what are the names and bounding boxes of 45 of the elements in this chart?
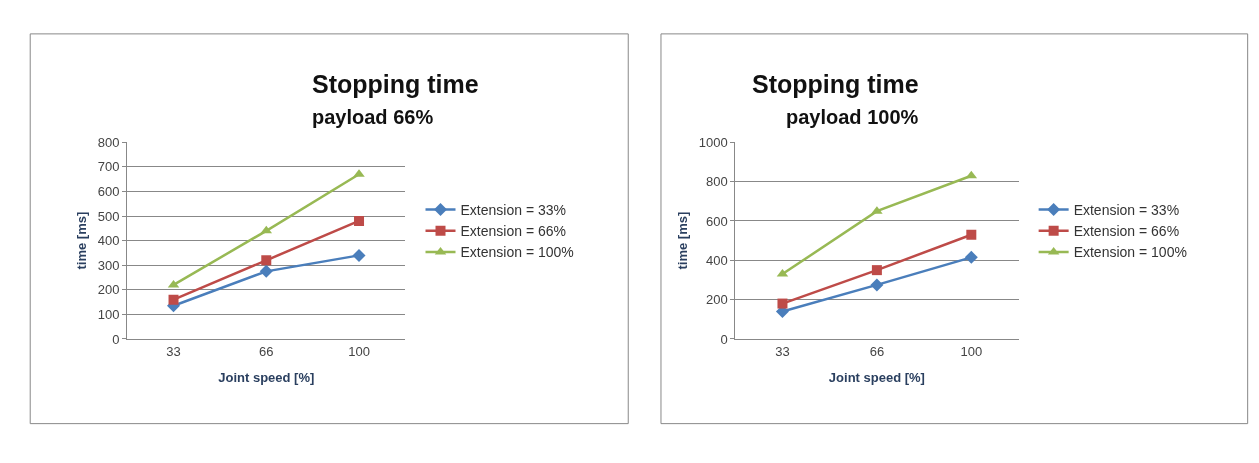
- y-tick-label: 200: [97, 282, 120, 298]
- y-tick-label: 800: [97, 134, 120, 150]
- x-tick-label: 100: [960, 343, 983, 359]
- point: [352, 248, 366, 262]
- chart-title: Stopping time: [312, 70, 479, 98]
- x-tick-label: 100: [348, 343, 370, 359]
- x-axis-title: Joint speed [%]: [218, 370, 315, 386]
- x-tick-label: 66: [869, 343, 885, 359]
- legend-label: Extension = 33%: [460, 202, 566, 219]
- point: [870, 278, 884, 292]
- y-tick-label: 400: [705, 252, 728, 268]
- legend-label: Extension = 66%: [1073, 223, 1180, 240]
- chart-subtitle: payload 66%: [312, 106, 434, 128]
- y-tick-label: 300: [97, 257, 120, 273]
- y-tick-label: 1000: [698, 134, 728, 150]
- y-tick-label: 800: [705, 174, 728, 190]
- x-tick-label: 66: [259, 343, 274, 359]
- y-tick-label: 700: [97, 159, 120, 175]
- legend-label: Extension = 33%: [1073, 202, 1180, 219]
- y-tick-label: 400: [97, 233, 120, 249]
- point: [966, 229, 977, 240]
- point: [259, 264, 273, 278]
- legend-label: Extension = 100%: [1073, 244, 1187, 261]
- legend-label: Extension = 66%: [460, 223, 566, 240]
- y-tick-label: 0: [112, 331, 120, 347]
- y-tick-label: 100: [97, 306, 120, 322]
- chart-subtitle: payload 100%: [786, 106, 919, 128]
- y-tick-label: 600: [97, 184, 120, 200]
- point: [871, 265, 882, 276]
- point: [261, 255, 272, 266]
- y-tick-label: 0: [720, 331, 728, 347]
- y-axis-title: time [ms]: [674, 211, 690, 270]
- legend-label: Extension = 100%: [460, 244, 574, 261]
- x-tick-label: 33: [166, 343, 181, 359]
- y-tick-label: 200: [705, 292, 728, 308]
- x-axis-title: Joint speed [%]: [828, 370, 925, 386]
- chart-title: Stopping time: [752, 70, 919, 98]
- point: [964, 250, 978, 264]
- point: [168, 294, 179, 305]
- point: [354, 215, 365, 226]
- point: [777, 298, 788, 309]
- x-tick-label: 33: [775, 343, 790, 359]
- y-axis-title: time [ms]: [73, 211, 89, 270]
- y-tick-label: 600: [705, 213, 728, 229]
- y-tick-label: 500: [97, 208, 120, 224]
